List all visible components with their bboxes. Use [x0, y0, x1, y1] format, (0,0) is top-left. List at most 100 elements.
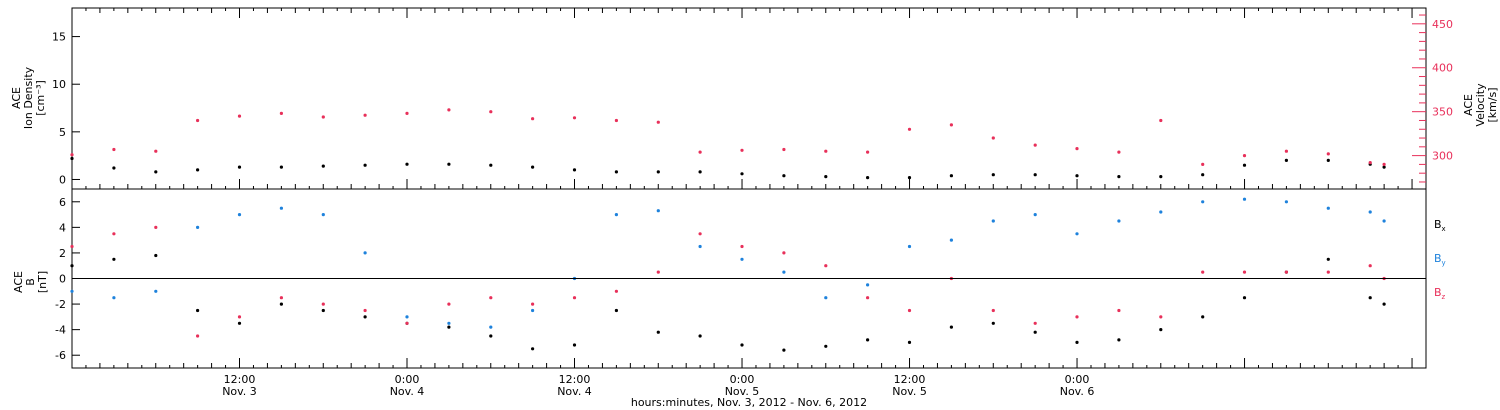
b-tick-label: 4 [59, 221, 66, 234]
velocity-point [907, 127, 912, 131]
velocity-point [1242, 154, 1247, 158]
velocity-point [656, 120, 660, 124]
density-point [782, 174, 786, 178]
bz-point [991, 308, 995, 313]
density-point [1284, 158, 1288, 162]
x-tick-time: 12:00 [559, 373, 591, 386]
top-panel: 0 5 10 15 300 350 400 450 ACE Ion Density [cm⁻… [10, 7, 1499, 190]
bx-point [1201, 315, 1205, 319]
velocity-point [1201, 162, 1205, 166]
density-point [949, 174, 954, 178]
density-point [698, 170, 702, 174]
velocity-tick-label: 400 [1432, 62, 1453, 75]
bx-point [1117, 338, 1121, 342]
velocity-point [866, 150, 870, 154]
bx-point [363, 315, 367, 319]
bx-point [237, 321, 242, 325]
b-tick-label: -4 [55, 324, 66, 337]
by-point [991, 219, 995, 223]
density-point [70, 156, 74, 161]
by-point [614, 213, 619, 217]
bz-point [572, 296, 577, 300]
bz-point [1117, 308, 1121, 313]
b-tick-label: -2 [55, 298, 66, 311]
bz-point [279, 296, 283, 300]
density-point [405, 162, 409, 166]
velocity-point [1117, 150, 1121, 154]
velocity-label-line1: ACE [1462, 94, 1475, 116]
density-point [1033, 173, 1037, 177]
top-panel-frame [71, 7, 1427, 190]
bz-point [196, 334, 200, 338]
velocity-point [698, 150, 702, 154]
density-point [237, 165, 242, 169]
velocity-point [991, 136, 995, 140]
velocity-point [1284, 149, 1288, 153]
density-point [531, 165, 535, 169]
x-tick-date: Nov. 6 [1060, 385, 1095, 398]
bx-point [112, 257, 116, 261]
velocity-axis-ticks: 300 350 400 450 [1412, 14, 1453, 183]
by-point [866, 283, 870, 287]
velocity-point [824, 149, 828, 153]
bx-point [1033, 330, 1037, 334]
by-point [279, 206, 283, 210]
by-point [363, 251, 367, 255]
density-point [1117, 175, 1121, 179]
bx-point [656, 330, 660, 334]
bx-point [279, 302, 283, 306]
by-point [112, 296, 116, 300]
density-axis-ticks: 0 5 10 15 [52, 31, 80, 186]
bz-point [740, 244, 744, 249]
density-point [991, 173, 995, 177]
bx-point [614, 308, 619, 313]
velocity-point [489, 110, 493, 114]
bz-point [824, 264, 828, 268]
by-point [949, 238, 954, 242]
velocity-point [363, 113, 367, 117]
x-tick-date: Nov. 5 [892, 385, 927, 398]
by-point [1075, 232, 1079, 236]
bz-point [866, 296, 870, 300]
bx-point [447, 325, 451, 329]
by-point [237, 213, 242, 217]
density-label-line1: ACE [10, 87, 23, 109]
by-point [196, 225, 200, 229]
by-point [531, 308, 535, 313]
by-point [824, 296, 828, 300]
velocity-point [1326, 152, 1330, 156]
density-point [112, 166, 116, 170]
density-tick-label: 10 [52, 78, 66, 91]
bx-point [907, 340, 912, 344]
by-point [698, 244, 702, 249]
bx-point [489, 334, 493, 338]
bx-point [1382, 302, 1386, 306]
density-point [154, 170, 158, 174]
by-point [1242, 197, 1247, 201]
x-tick-time: 0:00 [395, 373, 420, 386]
velocity-point [782, 147, 786, 152]
legend-by: By [1434, 252, 1446, 267]
b-axis-label: ACE B [nT] [12, 271, 49, 293]
density-tick-label: 15 [52, 31, 66, 44]
density-point [740, 172, 744, 176]
velocity-point [1382, 162, 1386, 166]
density-point [1326, 158, 1330, 162]
bx-point [1368, 296, 1372, 300]
bz-point [907, 308, 912, 313]
b-tick-label: -6 [55, 349, 66, 362]
bz-point [1242, 270, 1247, 274]
velocity-tick-label: 450 [1432, 18, 1453, 31]
x-tick-date: Nov. 5 [725, 385, 760, 398]
bz-point [698, 232, 702, 236]
velocity-point [531, 117, 535, 121]
density-point [866, 176, 870, 180]
density-point [907, 176, 912, 180]
bx-point [949, 325, 954, 329]
density-tick-label: 0 [59, 173, 66, 186]
x-tick-time: 0:00 [730, 373, 755, 386]
legend-bx: Bx [1434, 218, 1446, 233]
bx-point [70, 264, 74, 268]
by-point [1201, 200, 1205, 204]
